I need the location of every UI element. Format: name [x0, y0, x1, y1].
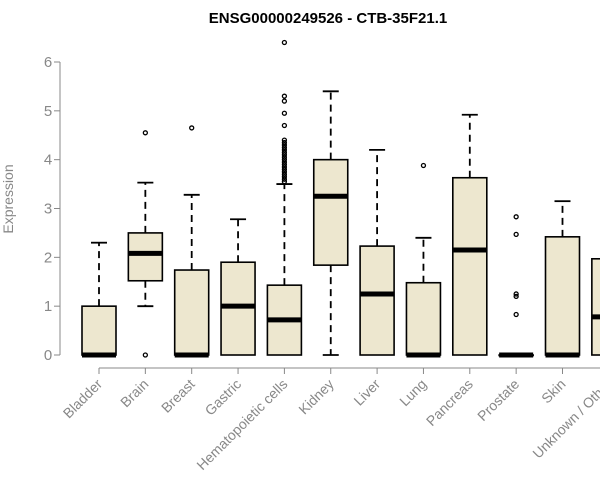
iqr-box	[173, 269, 210, 356]
outlier-point	[281, 139, 288, 146]
box-lung	[405, 162, 442, 358]
outlier-point	[281, 137, 288, 143]
iqr-box	[359, 245, 395, 356]
box-breast	[173, 125, 210, 358]
outlier-point	[513, 311, 519, 318]
outlier-point	[281, 98, 288, 104]
outlier-point	[281, 39, 288, 46]
outlier-point	[513, 293, 519, 300]
outlier-point	[142, 352, 149, 358]
y-tick-label: 6	[44, 54, 52, 71]
outlier-point	[281, 157, 288, 163]
x-tick-label: Lung	[396, 376, 429, 409]
x-tick-label: Brain	[117, 376, 151, 410]
iqr-box	[451, 176, 488, 356]
outlier-point	[281, 174, 288, 180]
boxes-group	[81, 39, 600, 358]
outlier-point	[281, 178, 288, 185]
y-tick-label: 5	[44, 103, 52, 120]
x-tick-label: Gastric	[202, 376, 245, 419]
y-tick-label: 0	[44, 347, 52, 364]
box-pancreas	[451, 113, 488, 356]
box-bladder	[81, 241, 117, 358]
y-tick-label: 3	[44, 201, 52, 218]
box-unknown-other	[591, 257, 600, 356]
outlier-point	[281, 161, 288, 168]
box-gastric	[220, 218, 256, 356]
box-brain	[127, 130, 164, 358]
box-hematopoietic-cells	[266, 39, 303, 356]
x-tick-label: Hematopoietic cells	[193, 376, 290, 473]
box-prostate	[498, 214, 534, 358]
outlier-point	[281, 176, 288, 182]
x-tick-label: Pancreas	[423, 376, 476, 429]
outlier-point	[281, 147, 288, 153]
x-tick-label: Prostate	[474, 376, 522, 424]
x-tick-label: Bladder	[60, 376, 106, 422]
iqr-box	[544, 236, 581, 356]
iqr-box	[405, 281, 442, 356]
box-liver	[359, 148, 395, 356]
outlier-point	[281, 171, 288, 177]
y-axis: 0 1 2 3 4 5 6	[44, 54, 61, 364]
box-kidney	[312, 90, 349, 356]
outlier-point	[281, 142, 288, 148]
outlier-point	[281, 93, 288, 99]
iqr-box	[312, 158, 349, 266]
y-axis-label: Expression	[0, 164, 16, 233]
outlier-point	[142, 130, 149, 136]
outlier-point	[281, 164, 288, 170]
iqr-box	[81, 305, 117, 356]
x-tick-label: Kidney	[295, 376, 337, 418]
outlier-point	[281, 166, 288, 173]
iqr-box	[591, 257, 600, 356]
x-tick-label: Breast	[158, 376, 198, 416]
box-skin	[544, 200, 581, 358]
outlier-point	[281, 149, 288, 155]
outlier-point	[513, 291, 519, 297]
outlier-point	[189, 125, 195, 131]
x-tick-label: Liver	[350, 376, 383, 409]
outlier-point	[281, 152, 288, 158]
y-tick-label: 4	[44, 152, 52, 169]
outlier-point	[281, 144, 288, 151]
outlier-point	[281, 154, 288, 160]
outlier-point	[281, 110, 288, 116]
iqr-box	[127, 232, 164, 282]
x-tick-label: Skin	[538, 376, 569, 407]
outlier-point	[281, 122, 288, 129]
outlier-point	[281, 159, 288, 165]
y-tick-label: 2	[44, 249, 52, 266]
outlier-point	[420, 162, 427, 169]
chart-title: ENSG00000249526 - CTB-35F21.1	[209, 10, 447, 27]
outlier-point	[513, 214, 519, 220]
outlier-point	[513, 231, 519, 238]
y-tick-label: 1	[44, 298, 52, 315]
outlier-point	[281, 169, 288, 175]
